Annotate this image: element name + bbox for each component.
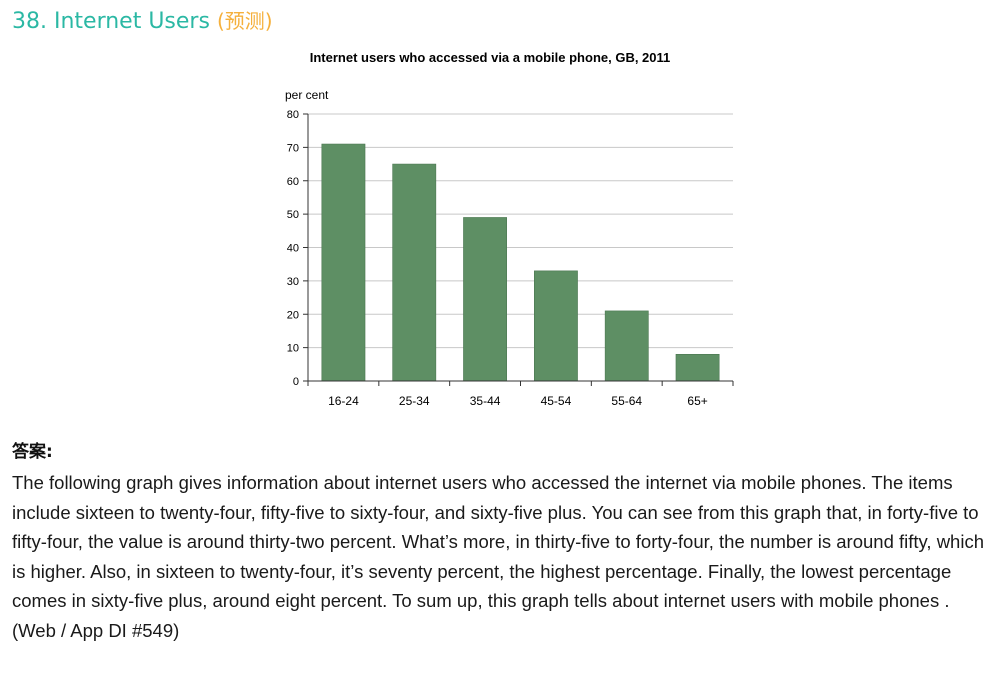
- answer-heading: 答案:: [12, 442, 53, 462]
- bar-25-34: [392, 163, 437, 382]
- x-tick-label: 65+: [687, 394, 707, 408]
- x-tick-label: 45-54: [541, 394, 572, 408]
- chart-bars: [321, 143, 720, 382]
- y-tick-label: 60: [287, 176, 299, 188]
- y-tick-label: 80: [287, 109, 299, 121]
- bar-45-54: [534, 270, 578, 382]
- page-title-tag: (预测): [216, 9, 273, 33]
- answer-body: The following graph gives information ab…: [12, 472, 984, 611]
- bar-55-64: [604, 310, 649, 382]
- y-axis-label: per cent: [285, 88, 329, 102]
- y-tick-label: 70: [287, 142, 299, 154]
- answer-source: (Web / App DI #549): [12, 619, 180, 641]
- y-tick-label: 0: [293, 376, 299, 388]
- y-tick-label: 50: [287, 209, 299, 221]
- bar-35-44: [463, 217, 507, 382]
- y-tick-label: 20: [287, 309, 299, 321]
- x-tick-label: 16-24: [328, 394, 359, 408]
- page-title-text: 38. Internet Users: [12, 9, 210, 34]
- page-title: 38. Internet Users (预测): [12, 6, 273, 37]
- y-tick-label: 30: [287, 276, 299, 288]
- y-tick-label: 10: [287, 343, 299, 355]
- bar-16-24: [321, 143, 366, 382]
- bar-65+: [675, 353, 720, 382]
- chart-grid: [308, 113, 733, 349]
- x-tick-label: 25-34: [399, 394, 430, 408]
- chart-axes: 0 10 20 30 40 50 60 70 80 16-24 25-34 35-44 45-54 55-…: [287, 109, 734, 408]
- x-tick-label: 55-64: [611, 394, 642, 408]
- answer-section: 答案: The following graph gives informatio…: [12, 440, 1002, 645]
- bar-chart: 0 10 20 30 40 50 60 70 80 16-24 25-34 35-44 45-54 55-…: [285, 88, 734, 408]
- y-tick-label: 40: [287, 243, 299, 255]
- chart-title: Internet users who accessed via a mobile…: [309, 50, 671, 65]
- x-tick-label: 35-44: [470, 394, 501, 408]
